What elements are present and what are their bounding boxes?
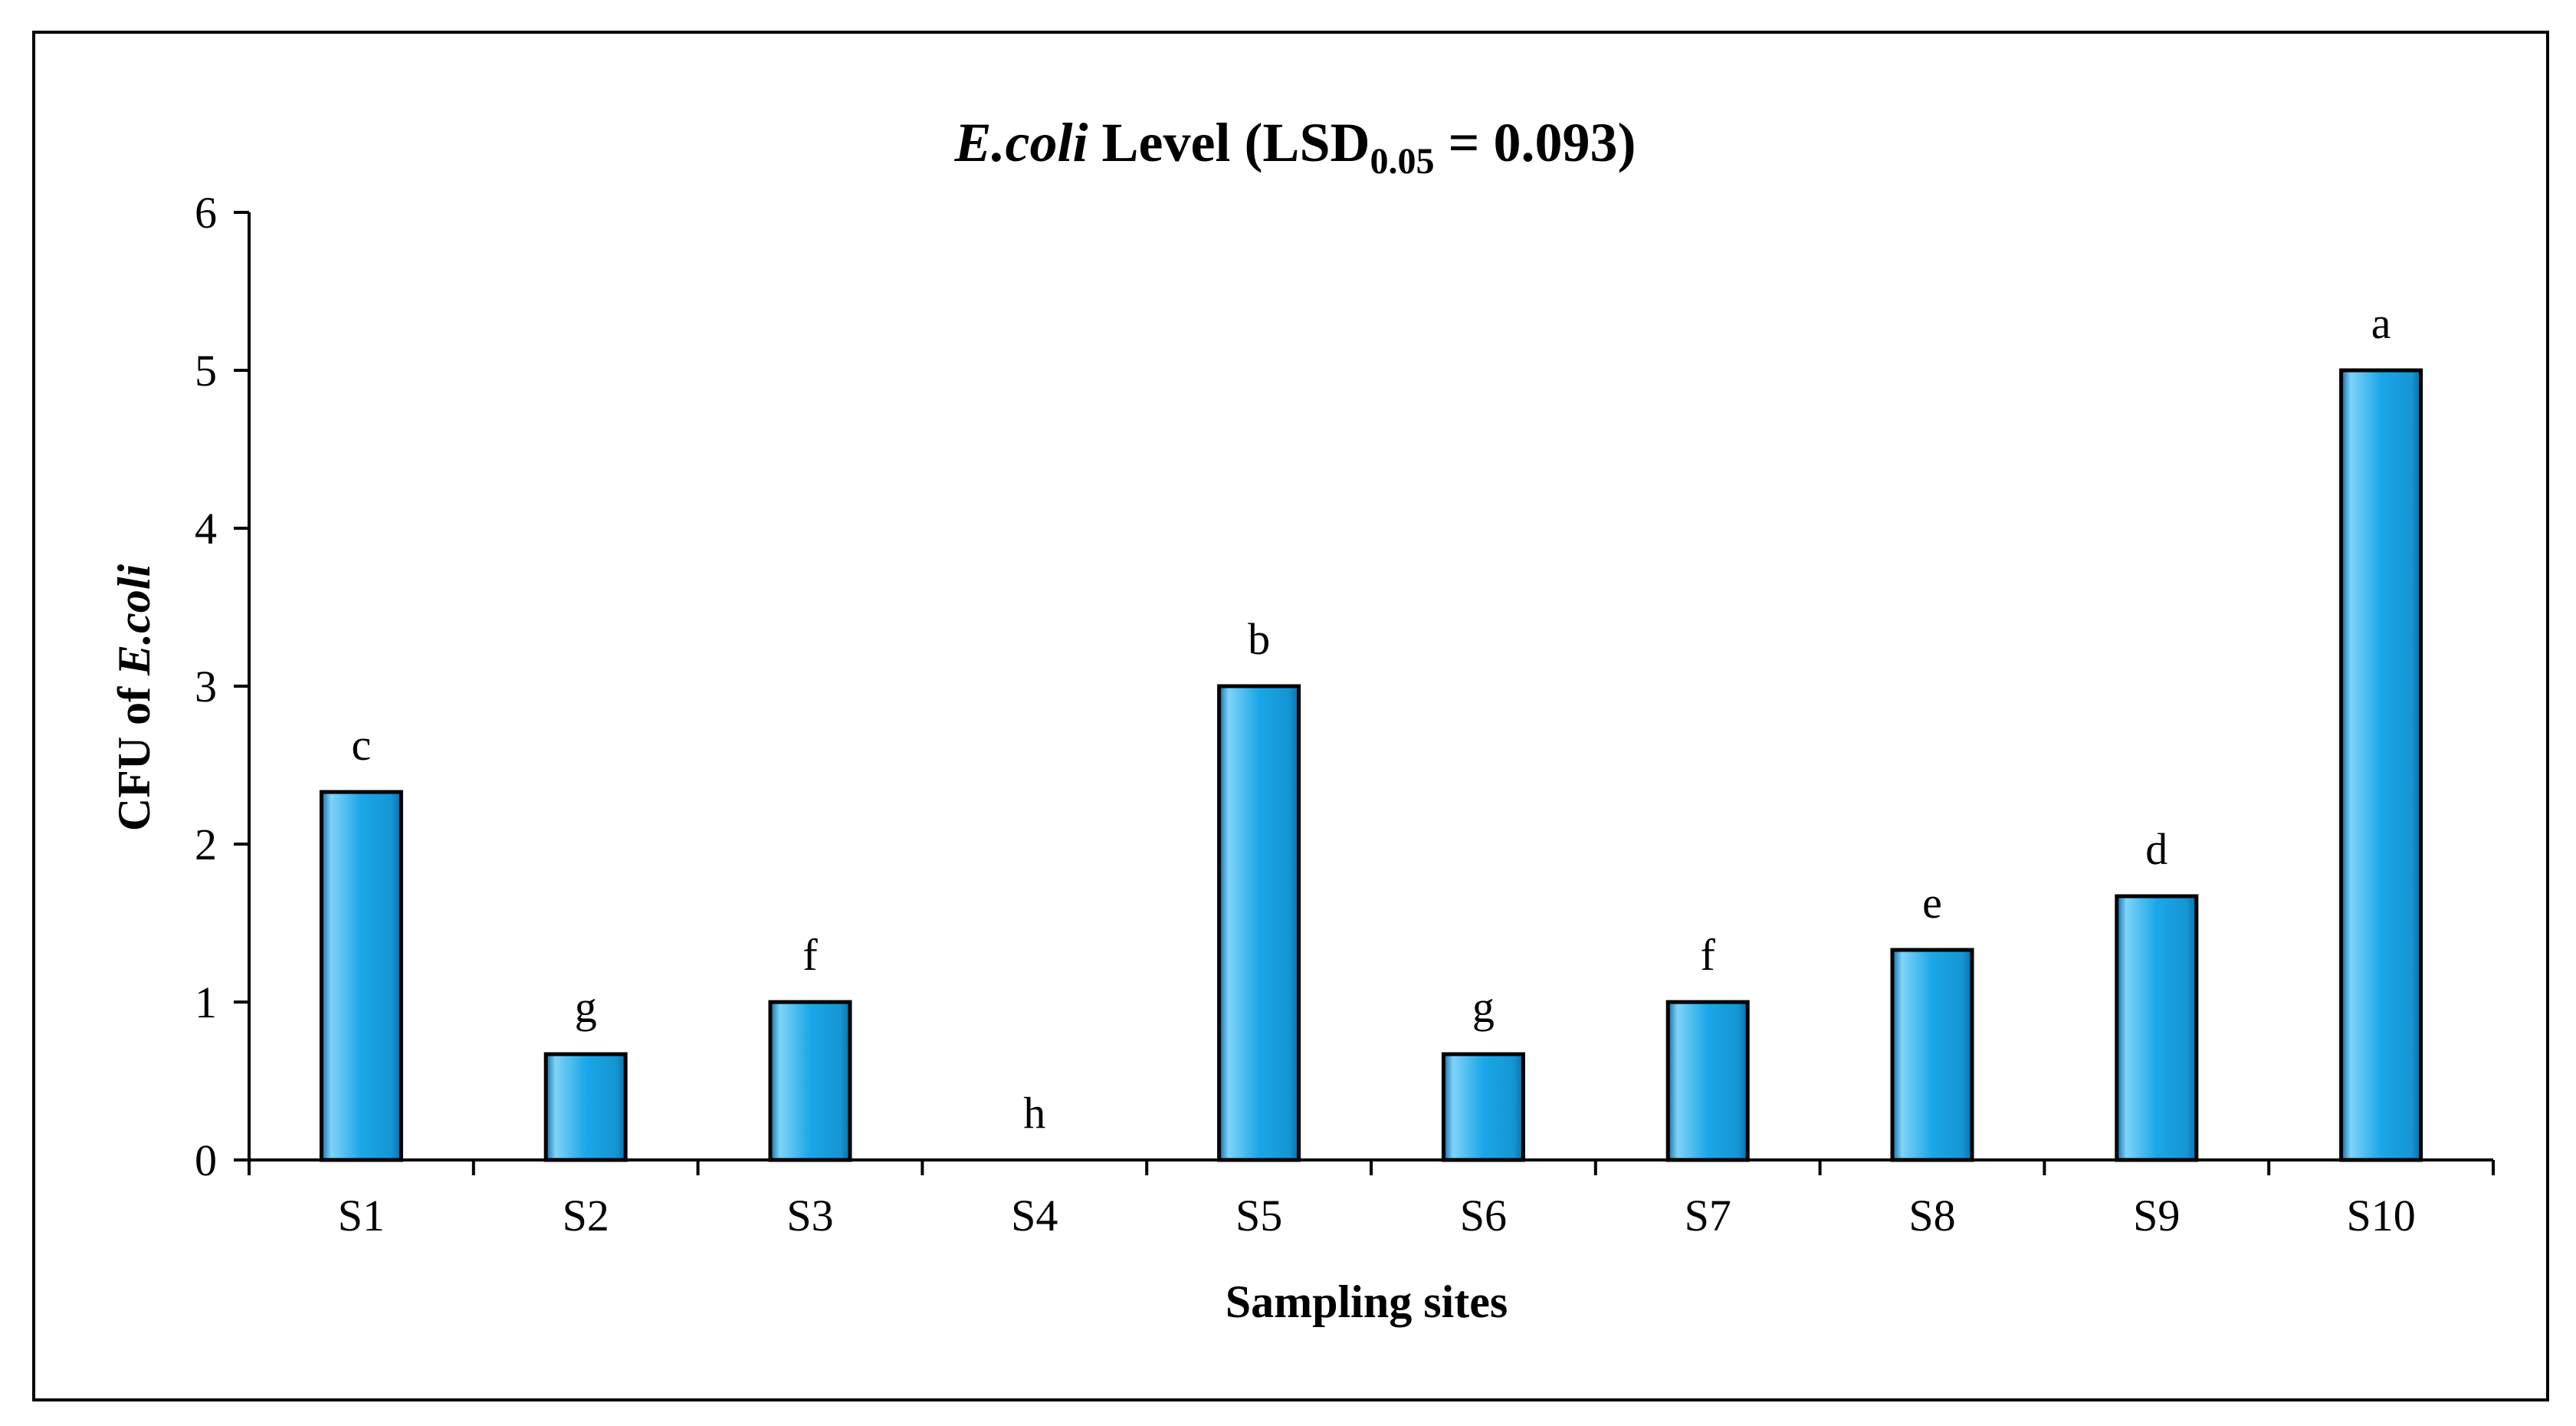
y-tick-label: 6 <box>195 188 217 238</box>
bar-s6 <box>1441 1052 1525 1162</box>
bar-s8 <box>1890 948 1974 1162</box>
bar-s5 <box>1217 684 1301 1162</box>
chart-title-italic: E.coli <box>954 112 1088 173</box>
x-tick-label: S9 <box>2133 1191 2180 1240</box>
x-axis-label: Sampling sites <box>1226 1276 1508 1327</box>
bar-s2 <box>543 1052 628 1162</box>
significance-letter: h <box>1023 1088 1045 1138</box>
significance-letter: d <box>2145 824 2167 874</box>
significance-letter: a <box>2371 298 2391 348</box>
x-tick-label: S2 <box>563 1191 609 1240</box>
significance-letter: b <box>1248 614 1270 664</box>
y-tick-label: 2 <box>195 820 217 869</box>
x-tick-label: S5 <box>1235 1191 1282 1240</box>
chart-title-main: Level (LSD <box>1088 112 1370 173</box>
significance-letter: e <box>1922 878 1942 928</box>
bar-s7 <box>1665 1000 1750 1162</box>
plot-area: 0 1 2 3 4 5 6 S1 c S2 g S3 f S4 h S5 b S6 g S7 f S8 e S9 d S10 a <box>195 188 2495 1240</box>
x-tick-label: S4 <box>1011 1191 1058 1240</box>
bar-s1 <box>319 790 403 1162</box>
significance-letter: c <box>352 720 372 770</box>
significance-letter: f <box>802 930 818 980</box>
y-axis-label-italic: E.coli <box>109 564 159 676</box>
x-tick-label: S7 <box>1685 1191 1731 1240</box>
y-axis-label: CFU of E.coli <box>109 564 159 832</box>
significance-letter: g <box>575 982 597 1032</box>
y-tick-label: 5 <box>195 346 217 396</box>
y-tick-label: 4 <box>195 504 217 554</box>
bar-s9 <box>2115 894 2199 1162</box>
chart-title-end: = 0.093) <box>1434 112 1636 173</box>
x-tick-label: S6 <box>1460 1191 1507 1240</box>
x-tick-label: S10 <box>2346 1191 2415 1240</box>
x-tick-label: S1 <box>338 1191 385 1240</box>
significance-letter: g <box>1472 982 1495 1032</box>
bar-s10 <box>2339 368 2423 1162</box>
y-tick-label: 1 <box>195 978 217 1027</box>
y-tick-label: 0 <box>195 1135 217 1185</box>
chart-title: E.coli Level (LSD0.05 = 0.093) <box>954 112 1636 182</box>
x-tick-label: S8 <box>1908 1191 1955 1240</box>
bar-s3 <box>768 1000 852 1162</box>
chart-title-subscript: 0.05 <box>1370 141 1434 182</box>
y-axis-label-plain: CFU of <box>109 675 159 831</box>
y-tick-label: 3 <box>195 662 217 711</box>
x-tick-label: S3 <box>786 1191 833 1240</box>
significance-letter: f <box>1701 930 1716 980</box>
